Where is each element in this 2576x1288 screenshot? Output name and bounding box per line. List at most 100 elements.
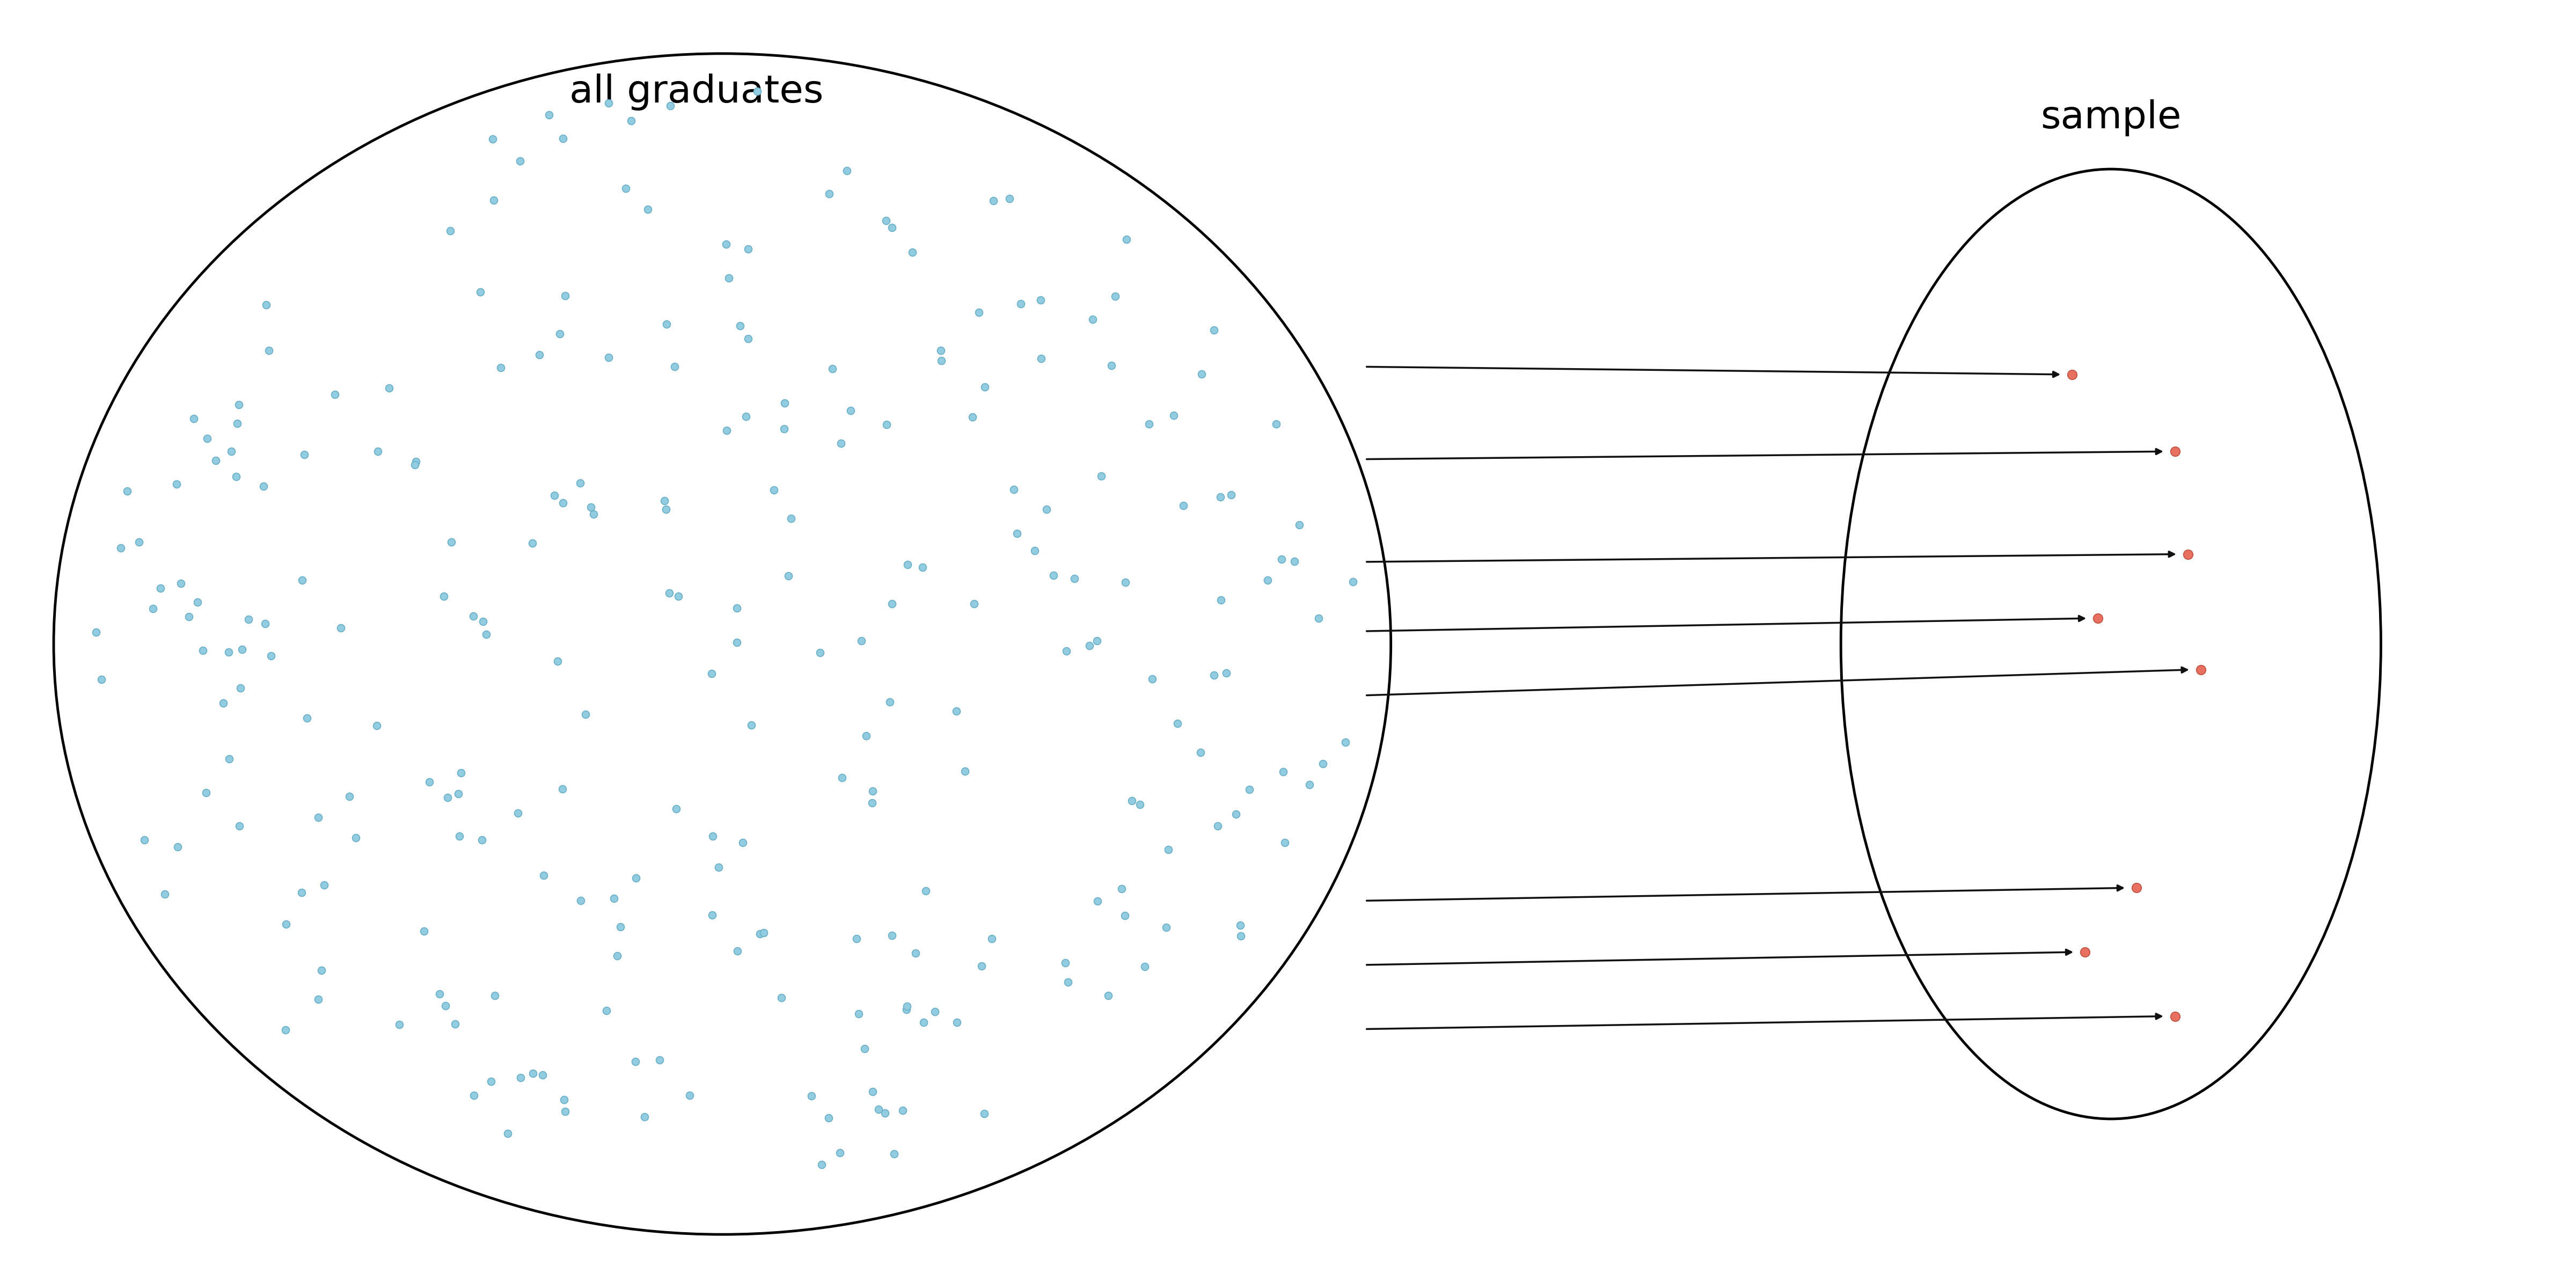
Point bbox=[564, 703, 605, 724]
Point bbox=[644, 491, 685, 511]
Point bbox=[245, 295, 286, 316]
Point bbox=[654, 355, 696, 376]
Point bbox=[245, 613, 286, 634]
Point bbox=[513, 533, 554, 554]
Point bbox=[379, 1015, 420, 1036]
Point bbox=[654, 799, 696, 819]
Point bbox=[216, 466, 258, 487]
Point bbox=[953, 594, 994, 614]
Point bbox=[649, 95, 690, 116]
Point bbox=[160, 573, 201, 594]
Point bbox=[106, 480, 147, 501]
Point bbox=[1265, 832, 1306, 853]
Point bbox=[639, 1050, 680, 1070]
Point bbox=[863, 1103, 904, 1123]
Point bbox=[1198, 815, 1239, 836]
Point bbox=[173, 408, 214, 429]
Point bbox=[144, 884, 185, 904]
Point bbox=[2154, 1006, 2195, 1027]
Point bbox=[600, 917, 641, 938]
Point bbox=[647, 498, 688, 519]
Point bbox=[799, 643, 840, 663]
Point bbox=[430, 220, 471, 241]
Point bbox=[219, 677, 260, 698]
Point bbox=[1046, 953, 1087, 974]
Point bbox=[791, 1086, 832, 1106]
Point bbox=[219, 394, 260, 415]
Point bbox=[866, 210, 907, 231]
Point bbox=[1200, 487, 1242, 507]
Point bbox=[871, 216, 912, 237]
Point bbox=[881, 1100, 922, 1121]
Point bbox=[1146, 917, 1188, 938]
Point bbox=[963, 377, 1005, 398]
Point bbox=[1095, 286, 1136, 307]
Point bbox=[2179, 659, 2221, 680]
Point bbox=[435, 1014, 477, 1034]
Point bbox=[1200, 590, 1242, 611]
Point bbox=[623, 1106, 665, 1127]
Point bbox=[157, 474, 198, 495]
Point bbox=[765, 393, 806, 413]
Point bbox=[1072, 309, 1113, 330]
Point bbox=[809, 184, 850, 205]
Point bbox=[1211, 484, 1252, 505]
Point bbox=[2115, 877, 2156, 898]
Point bbox=[647, 314, 688, 335]
Point bbox=[963, 1104, 1005, 1124]
Point bbox=[1077, 631, 1118, 652]
Point bbox=[716, 632, 757, 653]
Point bbox=[204, 693, 245, 714]
Point bbox=[487, 1123, 528, 1144]
Point bbox=[1298, 608, 1340, 629]
Point bbox=[368, 377, 410, 398]
Point bbox=[242, 475, 283, 496]
Point bbox=[894, 943, 935, 963]
Point bbox=[616, 1051, 657, 1072]
Point bbox=[853, 781, 894, 801]
Point bbox=[209, 641, 250, 662]
Point bbox=[428, 787, 469, 808]
Point bbox=[866, 415, 907, 435]
Point bbox=[845, 1038, 886, 1059]
Text: all graduates: all graduates bbox=[569, 73, 824, 111]
Point bbox=[693, 826, 734, 846]
Point bbox=[629, 198, 670, 219]
Point bbox=[1118, 795, 1159, 815]
Point bbox=[80, 668, 121, 689]
Point bbox=[657, 586, 698, 607]
Point bbox=[904, 881, 945, 902]
Point bbox=[886, 996, 927, 1016]
Point bbox=[971, 929, 1012, 949]
Point bbox=[1077, 891, 1118, 912]
Point bbox=[935, 701, 976, 721]
Point bbox=[822, 768, 863, 788]
Point bbox=[1218, 914, 1260, 935]
Point bbox=[914, 1001, 956, 1021]
Point bbox=[902, 558, 943, 578]
Point bbox=[616, 868, 657, 889]
Point bbox=[1262, 761, 1303, 782]
Point bbox=[185, 782, 227, 802]
Point bbox=[1229, 779, 1270, 800]
Point bbox=[523, 866, 564, 886]
Point bbox=[853, 793, 894, 814]
Point bbox=[837, 1003, 878, 1024]
Point bbox=[283, 444, 325, 465]
Point bbox=[945, 761, 987, 782]
Point bbox=[440, 762, 482, 783]
Point bbox=[497, 802, 538, 823]
Point bbox=[891, 242, 933, 263]
Point bbox=[994, 479, 1036, 500]
Point bbox=[314, 384, 355, 404]
Point bbox=[183, 640, 224, 661]
Point bbox=[1100, 878, 1141, 899]
Point bbox=[1079, 465, 1121, 486]
Point bbox=[544, 286, 585, 307]
Point bbox=[997, 523, 1038, 544]
Point bbox=[296, 989, 337, 1010]
Point bbox=[873, 1144, 914, 1164]
Point bbox=[1020, 348, 1061, 368]
Point bbox=[1193, 665, 1234, 685]
Point bbox=[1193, 319, 1234, 340]
